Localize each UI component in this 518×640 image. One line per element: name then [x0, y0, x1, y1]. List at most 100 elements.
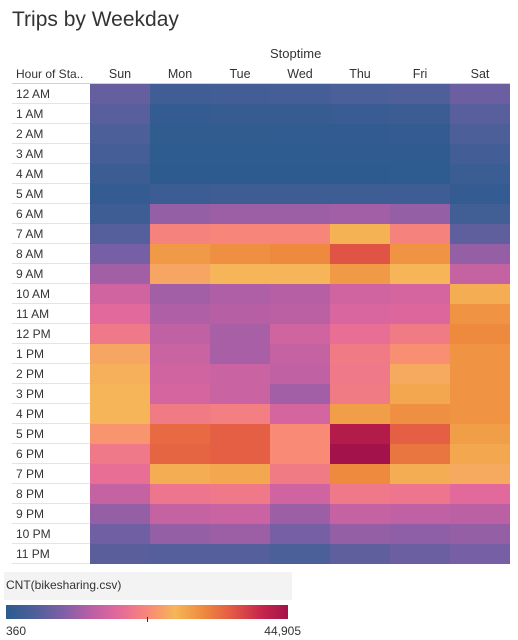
heatmap-cell[interactable] — [150, 264, 210, 284]
heatmap-cell[interactable] — [270, 104, 330, 124]
heatmap-cell[interactable] — [450, 284, 510, 304]
heatmap-cell[interactable] — [210, 384, 270, 404]
heatmap-cell[interactable] — [90, 224, 150, 244]
heatmap-cell[interactable] — [450, 304, 510, 324]
heatmap-cell[interactable] — [90, 404, 150, 424]
heatmap-cell[interactable] — [390, 184, 450, 204]
heatmap-cell[interactable] — [210, 184, 270, 204]
heatmap-cell[interactable] — [270, 244, 330, 264]
heatmap-cell[interactable] — [150, 384, 210, 404]
heatmap-cell[interactable] — [210, 164, 270, 184]
heatmap-cell[interactable] — [150, 144, 210, 164]
heatmap-cell[interactable] — [150, 224, 210, 244]
heatmap-cell[interactable] — [150, 524, 210, 544]
heatmap-cell[interactable] — [330, 524, 390, 544]
heatmap-cell[interactable] — [150, 464, 210, 484]
heatmap-cell[interactable] — [210, 504, 270, 524]
heatmap-cell[interactable] — [330, 144, 390, 164]
heatmap-cell[interactable] — [330, 104, 390, 124]
heatmap-cell[interactable] — [90, 524, 150, 544]
heatmap-cell[interactable] — [90, 324, 150, 344]
heatmap-cell[interactable] — [330, 244, 390, 264]
heatmap-cell[interactable] — [390, 284, 450, 304]
heatmap-cell[interactable] — [90, 124, 150, 144]
heatmap-cell[interactable] — [390, 144, 450, 164]
heatmap-cell[interactable] — [270, 504, 330, 524]
heatmap-cell[interactable] — [210, 404, 270, 424]
heatmap-cell[interactable] — [210, 464, 270, 484]
heatmap-cell[interactable] — [150, 424, 210, 444]
heatmap-cell[interactable] — [90, 464, 150, 484]
heatmap-grid[interactable] — [90, 84, 510, 564]
heatmap-cell[interactable] — [210, 524, 270, 544]
heatmap-cell[interactable] — [450, 204, 510, 224]
heatmap-cell[interactable] — [450, 364, 510, 384]
heatmap-cell[interactable] — [450, 344, 510, 364]
heatmap-cell[interactable] — [270, 124, 330, 144]
heatmap-cell[interactable] — [330, 304, 390, 324]
heatmap-cell[interactable] — [330, 404, 390, 424]
heatmap-cell[interactable] — [210, 364, 270, 384]
heatmap-cell[interactable] — [270, 384, 330, 404]
heatmap-cell[interactable] — [270, 364, 330, 384]
heatmap-cell[interactable] — [270, 204, 330, 224]
heatmap-cell[interactable] — [150, 244, 210, 264]
heatmap-cell[interactable] — [450, 84, 510, 104]
heatmap-cell[interactable] — [330, 444, 390, 464]
heatmap-cell[interactable] — [210, 124, 270, 144]
heatmap-cell[interactable] — [150, 484, 210, 504]
heatmap-cell[interactable] — [330, 204, 390, 224]
heatmap-cell[interactable] — [390, 424, 450, 444]
heatmap-cell[interactable] — [330, 504, 390, 524]
heatmap-cell[interactable] — [150, 444, 210, 464]
heatmap-cell[interactable] — [90, 384, 150, 404]
heatmap-cell[interactable] — [390, 464, 450, 484]
heatmap-cell[interactable] — [390, 504, 450, 524]
heatmap-cell[interactable] — [330, 384, 390, 404]
heatmap-cell[interactable] — [210, 544, 270, 564]
heatmap-cell[interactable] — [270, 524, 330, 544]
heatmap-cell[interactable] — [450, 104, 510, 124]
heatmap-cell[interactable] — [270, 264, 330, 284]
heatmap-cell[interactable] — [450, 504, 510, 524]
heatmap-cell[interactable] — [450, 484, 510, 504]
heatmap-cell[interactable] — [390, 524, 450, 544]
heatmap-cell[interactable] — [390, 164, 450, 184]
heatmap-cell[interactable] — [270, 484, 330, 504]
heatmap-cell[interactable] — [150, 284, 210, 304]
heatmap-cell[interactable] — [450, 404, 510, 424]
heatmap-cell[interactable] — [270, 184, 330, 204]
heatmap-cell[interactable] — [390, 544, 450, 564]
heatmap-cell[interactable] — [270, 404, 330, 424]
heatmap-cell[interactable] — [450, 424, 510, 444]
heatmap-cell[interactable] — [390, 84, 450, 104]
heatmap-cell[interactable] — [90, 144, 150, 164]
heatmap-cell[interactable] — [270, 324, 330, 344]
heatmap-cell[interactable] — [270, 424, 330, 444]
heatmap-cell[interactable] — [150, 204, 210, 224]
heatmap-cell[interactable] — [90, 84, 150, 104]
heatmap-cell[interactable] — [150, 404, 210, 424]
heatmap-cell[interactable] — [270, 224, 330, 244]
heatmap-cell[interactable] — [330, 224, 390, 244]
heatmap-cell[interactable] — [390, 104, 450, 124]
heatmap-cell[interactable] — [390, 224, 450, 244]
heatmap-cell[interactable] — [390, 304, 450, 324]
heatmap-cell[interactable] — [330, 164, 390, 184]
heatmap-cell[interactable] — [450, 224, 510, 244]
heatmap-cell[interactable] — [390, 244, 450, 264]
heatmap-cell[interactable] — [390, 344, 450, 364]
heatmap-cell[interactable] — [450, 544, 510, 564]
heatmap-cell[interactable] — [450, 184, 510, 204]
heatmap-cell[interactable] — [150, 544, 210, 564]
heatmap-cell[interactable] — [150, 124, 210, 144]
heatmap-cell[interactable] — [210, 484, 270, 504]
heatmap-cell[interactable] — [90, 184, 150, 204]
heatmap-cell[interactable] — [90, 544, 150, 564]
heatmap-cell[interactable] — [330, 544, 390, 564]
heatmap-cell[interactable] — [210, 204, 270, 224]
heatmap-cell[interactable] — [270, 304, 330, 324]
heatmap-cell[interactable] — [210, 344, 270, 364]
heatmap-cell[interactable] — [150, 164, 210, 184]
heatmap-cell[interactable] — [90, 304, 150, 324]
